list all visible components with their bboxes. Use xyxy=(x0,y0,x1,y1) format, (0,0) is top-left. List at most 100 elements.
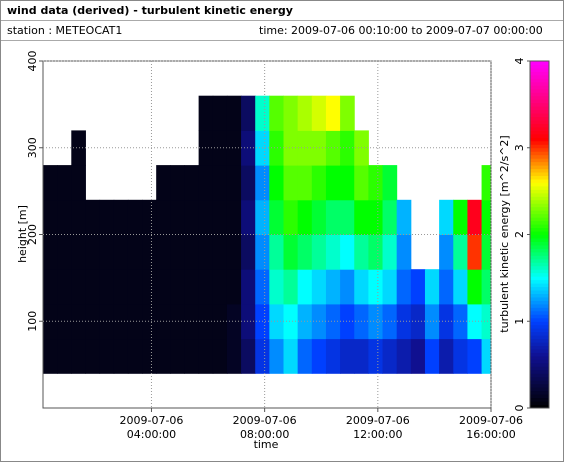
heat-cell xyxy=(283,338,299,374)
heat-cell xyxy=(255,338,270,374)
heat-cell xyxy=(156,269,171,305)
heat-cell xyxy=(57,165,72,201)
heat-cell xyxy=(481,269,491,305)
colorbar-step xyxy=(530,158,549,163)
heat-cell xyxy=(311,338,327,374)
heat-cell xyxy=(198,269,214,305)
heat-cell xyxy=(481,338,491,374)
colorbar-step xyxy=(530,369,549,374)
heat-cell xyxy=(212,95,228,131)
heat-cell xyxy=(184,165,200,201)
colorbar-step xyxy=(530,269,549,274)
heat-cell xyxy=(113,338,129,374)
heat-cell xyxy=(156,338,171,374)
heat-cell xyxy=(43,234,58,270)
heat-cell xyxy=(43,303,58,340)
heat-cell xyxy=(170,199,185,235)
colorbar-step xyxy=(530,88,549,93)
colorbar-tick-label: 1 xyxy=(513,318,526,325)
colorbar-step xyxy=(530,265,549,270)
colorbar-step xyxy=(530,314,549,319)
colorbar-step xyxy=(530,161,549,166)
colorbar-step xyxy=(530,397,549,402)
colorbar-step xyxy=(530,133,549,138)
heat-cell xyxy=(71,234,86,270)
heat-cell xyxy=(453,234,468,270)
heat-cell xyxy=(57,234,72,270)
period: time: 2009-07-06 00:10:00 to 2009-07-07 … xyxy=(259,24,543,37)
colorbar-step xyxy=(530,237,549,242)
y-tick-label: 300 xyxy=(26,137,39,158)
heat-cell xyxy=(212,199,228,235)
heat-cell xyxy=(481,234,491,270)
colorbar-step xyxy=(530,227,549,232)
colorbar-step xyxy=(530,81,549,86)
heat-cell xyxy=(241,199,256,235)
colorbar-step xyxy=(530,147,549,152)
heat-cell xyxy=(439,303,454,340)
heat-cell xyxy=(325,234,341,270)
heat-cell xyxy=(283,130,299,166)
y-tick-label: 400 xyxy=(26,51,39,72)
heat-cell xyxy=(156,165,171,201)
heat-cell xyxy=(226,165,242,201)
heat-cell xyxy=(382,165,398,201)
colorbar-step xyxy=(530,151,549,156)
heat-cell xyxy=(184,338,200,374)
heat-cell xyxy=(71,303,86,340)
colorbar-step xyxy=(530,283,549,288)
heat-cell xyxy=(241,130,256,166)
colorbar-step xyxy=(530,102,549,107)
heat-cell xyxy=(142,303,157,340)
heat-cell xyxy=(453,269,468,305)
heat-cell xyxy=(269,234,285,270)
colorbar-step xyxy=(530,355,549,360)
y-axis-label: height [m] xyxy=(16,205,29,263)
colorbar-step xyxy=(530,310,549,315)
heat-cell xyxy=(127,338,143,374)
heat-cell xyxy=(269,130,285,166)
heat-cell xyxy=(241,303,256,340)
colorbar-step xyxy=(530,78,549,83)
colorbar-step xyxy=(530,244,549,249)
colorbar-tick-label: 3 xyxy=(513,144,526,151)
heat-cell xyxy=(396,234,412,270)
heat-cell xyxy=(212,338,228,374)
heat-cell xyxy=(43,199,58,235)
colorbar-step xyxy=(530,71,549,76)
colorbar-step xyxy=(530,366,549,371)
heat-cell xyxy=(297,269,313,305)
colorbar-step xyxy=(530,213,549,218)
colorbar-step xyxy=(530,64,549,69)
heat-cell xyxy=(311,95,327,131)
heat-cell xyxy=(467,234,483,270)
heat-cell xyxy=(170,234,185,270)
colorbar-step xyxy=(530,328,549,333)
heat-cell xyxy=(184,234,200,270)
heat-cell xyxy=(127,199,143,235)
colorbar-step xyxy=(530,178,549,183)
heat-cell xyxy=(283,95,299,131)
colorbar-step xyxy=(530,199,549,204)
colorbar-step xyxy=(530,290,549,294)
heat-cell xyxy=(382,269,398,305)
colorbar-step xyxy=(530,362,549,367)
heat-cell xyxy=(382,199,398,235)
colorbar-step xyxy=(530,349,549,353)
colorbar-step xyxy=(530,286,549,291)
heat-cell xyxy=(340,130,355,166)
colorbar-step xyxy=(530,241,549,246)
heat-cell xyxy=(198,199,214,235)
colorbar-step xyxy=(530,123,549,128)
heat-cell xyxy=(43,269,58,305)
heat-cell xyxy=(241,95,256,131)
colorbar-step xyxy=(530,99,549,104)
heat-cell xyxy=(382,338,398,374)
heat-cell xyxy=(396,199,412,235)
colorbar-step xyxy=(530,373,549,378)
heat-cell xyxy=(43,338,58,374)
heat-cell xyxy=(481,165,491,201)
heat-cell xyxy=(283,199,299,235)
heat-cell xyxy=(43,165,58,201)
heat-cell xyxy=(85,269,101,305)
